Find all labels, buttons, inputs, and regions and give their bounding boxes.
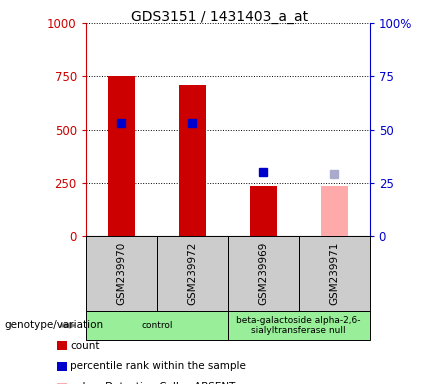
Text: beta-galactoside alpha-2,6-
sialyltransferase null: beta-galactoside alpha-2,6- sialyltransf… xyxy=(236,316,361,335)
Text: GSM239972: GSM239972 xyxy=(187,242,197,305)
Text: control: control xyxy=(141,321,172,330)
Bar xyxy=(179,85,206,236)
Bar xyxy=(249,186,277,236)
Text: GSM239969: GSM239969 xyxy=(258,242,268,305)
Text: GSM239970: GSM239970 xyxy=(116,242,126,305)
Bar xyxy=(321,186,348,236)
Text: count: count xyxy=(70,341,100,351)
Bar xyxy=(108,76,135,236)
Text: value, Detection Call = ABSENT: value, Detection Call = ABSENT xyxy=(70,382,236,384)
Text: genotype/variation: genotype/variation xyxy=(4,320,103,331)
Text: percentile rank within the sample: percentile rank within the sample xyxy=(70,361,246,371)
Text: GDS3151 / 1431403_a_at: GDS3151 / 1431403_a_at xyxy=(132,10,308,23)
Text: GSM239971: GSM239971 xyxy=(329,242,339,305)
